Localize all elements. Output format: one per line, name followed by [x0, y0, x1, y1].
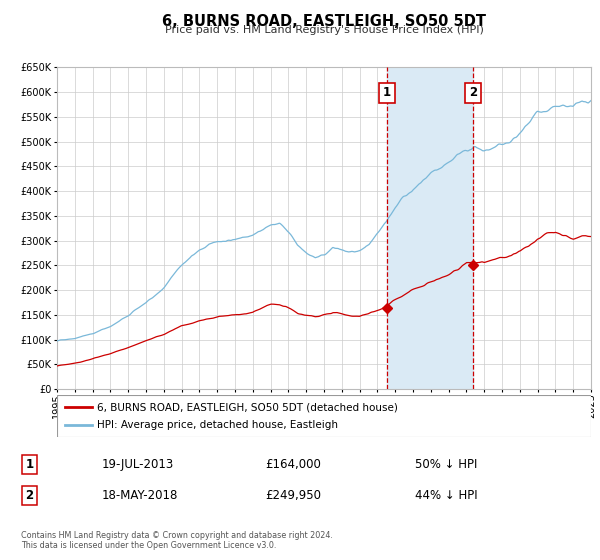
Text: 2: 2	[469, 86, 477, 100]
Text: 6, BURNS ROAD, EASTLEIGH, SO50 5DT (detached house): 6, BURNS ROAD, EASTLEIGH, SO50 5DT (deta…	[97, 403, 398, 412]
Text: 2: 2	[25, 489, 34, 502]
Text: 6, BURNS ROAD, EASTLEIGH, SO50 5DT: 6, BURNS ROAD, EASTLEIGH, SO50 5DT	[162, 14, 486, 29]
Text: 44% ↓ HPI: 44% ↓ HPI	[415, 489, 478, 502]
Text: 1: 1	[25, 458, 34, 471]
Text: Contains HM Land Registry data © Crown copyright and database right 2024.
This d: Contains HM Land Registry data © Crown c…	[21, 531, 333, 550]
Text: £249,950: £249,950	[265, 489, 322, 502]
Bar	[387, 67, 473, 389]
Text: 50% ↓ HPI: 50% ↓ HPI	[415, 458, 478, 471]
Text: 19-JUL-2013: 19-JUL-2013	[101, 458, 173, 471]
Text: £164,000: £164,000	[265, 458, 322, 471]
Text: 1: 1	[383, 86, 391, 100]
Text: HPI: Average price, detached house, Eastleigh: HPI: Average price, detached house, East…	[97, 420, 338, 430]
Text: 18-MAY-2018: 18-MAY-2018	[101, 489, 178, 502]
Text: Price paid vs. HM Land Registry's House Price Index (HPI): Price paid vs. HM Land Registry's House …	[164, 25, 484, 35]
FancyBboxPatch shape	[57, 395, 591, 437]
